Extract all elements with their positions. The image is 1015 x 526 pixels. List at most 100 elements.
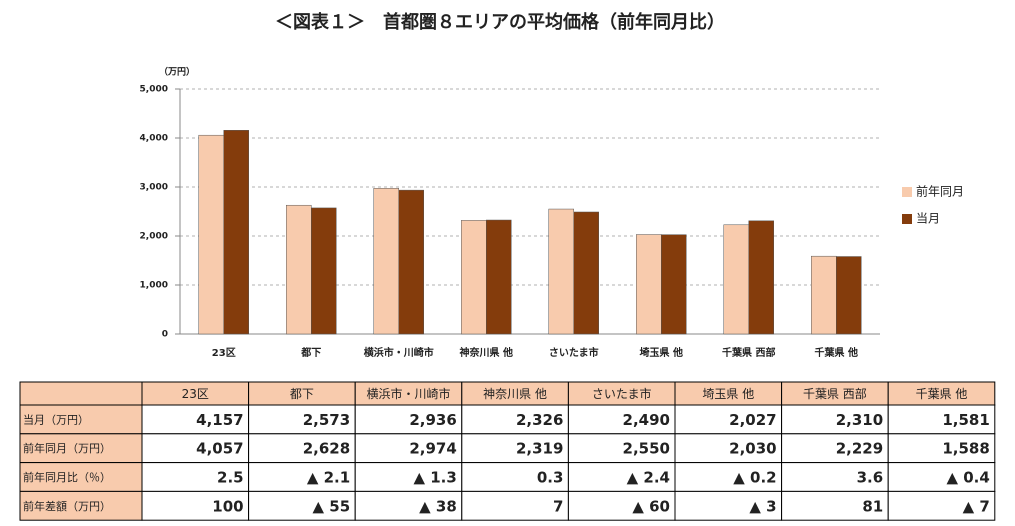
table-value: 2,310 [836, 411, 883, 429]
y-tick-label: 5,000 [140, 85, 168, 95]
table-cell [248, 433, 356, 464]
table-value: 2,628 [303, 440, 350, 458]
table-value: 81 [862, 497, 883, 515]
chart-title: ＜図表１＞ 首都圏８エリアの平均価格（前年同月比） [275, 11, 725, 33]
row-label: 前年差額（万円） [23, 499, 111, 513]
table-value: ▲ 2.4 [627, 469, 670, 487]
row-label: 前年同月比（％） [23, 470, 111, 484]
table-value: 2,974 [409, 440, 456, 458]
table-cell [248, 490, 356, 521]
bar [811, 255, 837, 335]
bar [748, 220, 774, 335]
table-value: 2,936 [409, 411, 456, 429]
y-tick-label: 4,000 [140, 134, 168, 144]
table-value: ▲ 60 [632, 497, 670, 515]
table-header: 横浜市・川崎市 [366, 386, 450, 401]
x-tick-label: 都下 [300, 346, 321, 359]
bar [548, 208, 574, 335]
bar [486, 219, 512, 335]
table-header: さいたま市 [592, 386, 652, 401]
table-cell [781, 490, 889, 521]
legend-label: 前年同月 [916, 184, 964, 199]
table-cell [887, 433, 996, 464]
table-value: 1,581 [942, 411, 989, 429]
row-label: 当月（万円） [23, 412, 89, 426]
table-header: 神奈川県 他 [483, 387, 547, 401]
bar [198, 134, 224, 335]
table-cell [461, 404, 569, 435]
table-cell [887, 462, 996, 492]
table-value: 4,157 [196, 411, 243, 429]
bar [223, 130, 249, 335]
table-value: 2,573 [303, 411, 350, 429]
table-value: 100 [212, 497, 243, 515]
x-tick-label: 横浜市・川崎市 [364, 346, 434, 359]
table-cell [674, 433, 783, 464]
table-value: 3.6 [857, 469, 884, 487]
legend-swatch [902, 187, 912, 197]
bar [373, 188, 399, 335]
table-value: 0.3 [537, 469, 564, 487]
table-value: 7 [553, 497, 563, 515]
bar [311, 207, 337, 335]
table-cell [248, 462, 356, 492]
table-value: ▲ 1.3 [413, 469, 456, 487]
table-value: ▲ 7 [963, 497, 990, 515]
table-cell [354, 404, 463, 435]
y-tick-label: 0 [162, 330, 168, 340]
table-value: ▲ 38 [419, 497, 457, 515]
table-value: 1,588 [942, 440, 989, 458]
table-cell [19, 381, 143, 406]
table-cell [461, 490, 569, 521]
table-value: 2,027 [729, 411, 776, 429]
table-value: 2,490 [623, 411, 670, 429]
table-value: 2,319 [516, 440, 563, 458]
table-header: 千葉県 他 [916, 387, 968, 401]
table-cell [248, 404, 356, 435]
table-cell [19, 404, 143, 435]
bar [723, 224, 749, 335]
table-value: ▲ 0.4 [946, 469, 989, 487]
table-value: 2,326 [516, 411, 563, 429]
table-header: 千葉県 西部 [803, 386, 867, 401]
bar [461, 220, 487, 335]
y-tick-label: 2,000 [140, 232, 168, 242]
table-cell [461, 433, 569, 464]
x-tick-label: 23区 [212, 347, 236, 359]
table-header: 都下 [290, 387, 314, 401]
table-cell [141, 490, 250, 521]
table-cell [141, 433, 250, 464]
x-tick-label: 埼玉県 他 [640, 346, 683, 359]
table-value: ▲ 55 [313, 497, 351, 515]
bar [836, 256, 862, 335]
table-value: ▲ 3 [749, 497, 776, 515]
table-cell [674, 490, 783, 521]
row-label: 前年同月（万円） [23, 441, 111, 455]
y-tick-label: 1,000 [140, 281, 168, 291]
table-header: 埼玉県 他 [702, 387, 754, 401]
table-value: 4,057 [196, 440, 243, 458]
table-value: ▲ 2.1 [307, 469, 350, 487]
table-cell [19, 433, 143, 464]
table-value: 2,550 [623, 440, 670, 458]
x-tick-label: 千葉県 西部 [722, 346, 775, 359]
table-value: 2.5 [217, 469, 244, 487]
bar [661, 234, 687, 335]
table-cell [354, 490, 463, 521]
table-value: 2,030 [729, 440, 776, 458]
table-cell [887, 490, 996, 521]
x-tick-label: 千葉県 他 [815, 346, 858, 359]
legend-swatch [902, 214, 912, 224]
table-header: 23区 [182, 387, 209, 401]
x-tick-label: 神奈川県 他 [460, 346, 513, 359]
bar [573, 211, 599, 335]
x-tick-label: さいたま市 [549, 346, 599, 359]
table-cell [781, 462, 889, 492]
legend-label: 当月 [916, 212, 940, 226]
table-value: ▲ 0.2 [733, 469, 776, 487]
bar [398, 189, 424, 335]
bar [636, 234, 662, 335]
y-axis-label: （万円） [159, 67, 195, 78]
bar [286, 204, 312, 335]
